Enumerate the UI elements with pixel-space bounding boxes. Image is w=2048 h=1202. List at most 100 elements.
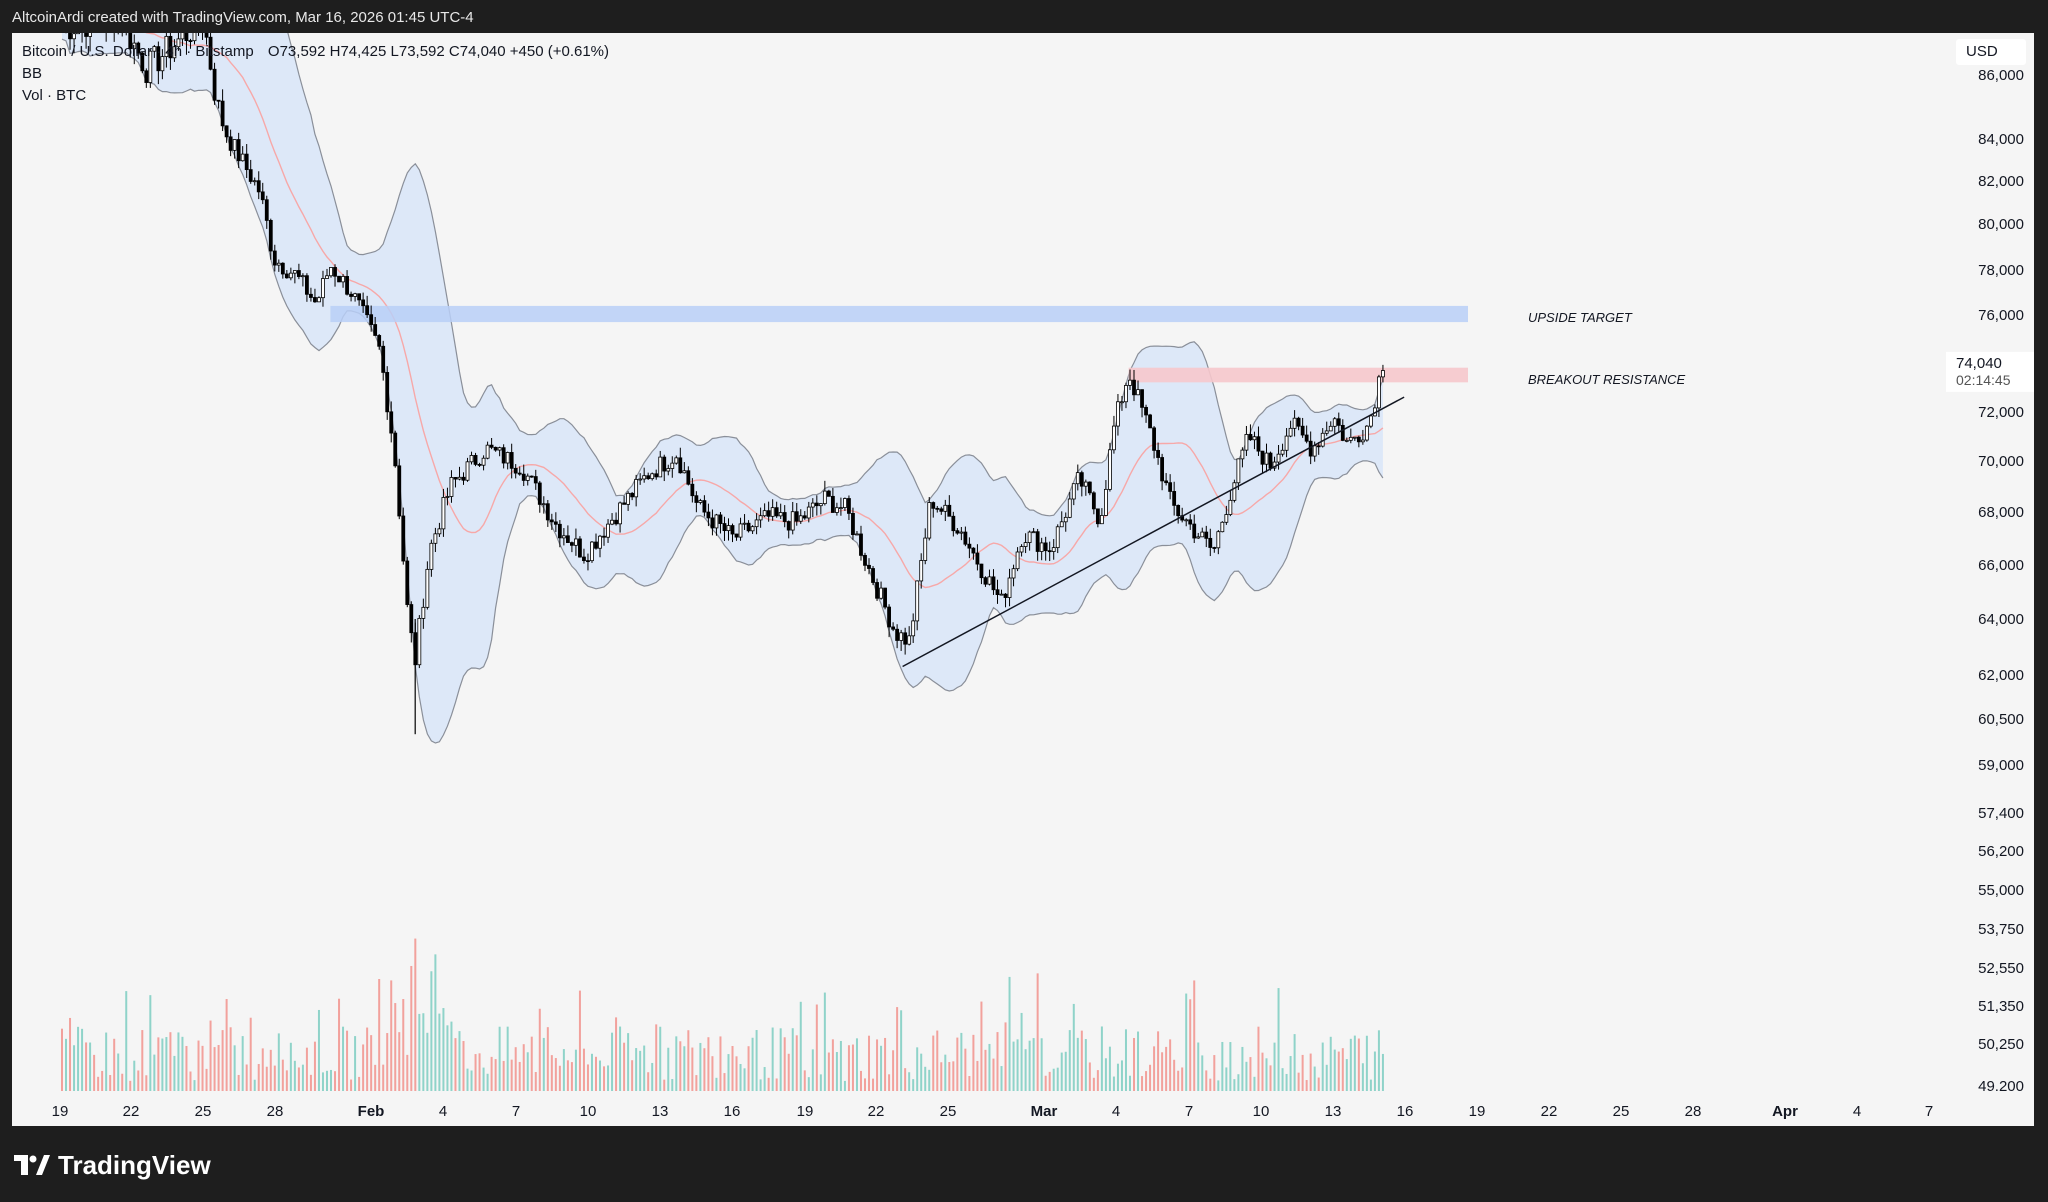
volume-bar [430,971,433,1091]
candle [594,533,598,550]
volume-bar [269,1049,272,1091]
volume-bar [948,1062,951,1091]
support-trendline[interactable] [902,396,1405,668]
candle [1003,593,1008,608]
zones [330,305,1468,383]
volume-bar [968,1076,971,1091]
chart-panel[interactable]: 86,000 84,000 82,000 80,000 78,000 76,000 72,0… [12,33,2034,1126]
volume-bar [703,1048,706,1091]
volume-bar [655,1024,658,1091]
candle [586,553,590,571]
zone-labels: UPSIDE TARGET BREAKOUT RESISTANCE [1528,310,1686,387]
volume-bar [1012,1041,1015,1091]
candle [1051,539,1056,560]
tradingview-logo-icon [14,1154,50,1175]
candle [662,454,667,482]
candle [361,292,366,313]
volume-bar [450,1021,453,1091]
volume-bar [1293,1034,1296,1091]
legend-vol[interactable]: Vol · BTC [22,87,87,104]
volume-bar [1317,1077,1320,1091]
candle [1144,404,1148,423]
legend-bb[interactable]: BB [22,65,43,82]
volume-bar [643,1045,646,1091]
volume-bar [884,1037,887,1091]
volume-bar [1301,1054,1304,1091]
volume-bar [209,1020,212,1091]
tradingview-logo[interactable]: TradingView [14,1150,211,1181]
volume-bar [486,1073,489,1091]
candle [1039,537,1044,561]
candle [830,488,835,513]
volume-bar [847,1045,850,1091]
volume-bar [823,992,826,1091]
volume-bar [739,1063,742,1091]
candle [1200,527,1205,538]
candle [1091,491,1096,515]
volume-bar [992,1058,995,1091]
currency-selector[interactable]: USD [1956,39,2026,65]
y-tick-label: 59,000 [1978,757,2024,774]
candle [931,501,936,518]
volume-bar [317,1009,320,1091]
y-tick-label: 51,350 [1978,998,2024,1015]
volume-bar [839,1040,842,1091]
volume-bar [1221,1041,1224,1091]
breakout-resistance-label: BREAKOUT RESISTANCE [1528,372,1686,387]
candle [136,41,141,59]
candle [923,528,928,565]
candle [694,491,699,513]
candle [497,446,502,457]
volume-bar [93,1054,96,1091]
legend-symbol[interactable]: Bitcoin / U.S. Dollar · 4h · Bitstamp O7… [22,43,609,60]
volume-bar [1189,999,1192,1091]
volume-bar [1361,1063,1364,1091]
candle [722,516,727,541]
volume-bar [1096,1070,1099,1091]
volume-bar [177,1032,180,1091]
volume-bar [803,1070,806,1091]
volume-bar [249,1017,252,1091]
candle [202,33,204,40]
breakout-resistance-zone[interactable] [1128,367,1468,383]
price-chart[interactable]: 86,000 84,000 82,000 80,000 78,000 76,000 72,0… [12,33,2034,1126]
volume-bar [1080,1030,1083,1091]
volume-bar [382,1064,385,1091]
candle [256,171,261,200]
volume-bar [1329,1036,1332,1091]
candle [421,598,426,629]
upside-target-zone[interactable] [330,305,1468,323]
volume-bar [707,1037,710,1091]
volume-bar [193,1080,196,1091]
candle [851,507,855,540]
x-tick-label: 16 [724,1103,741,1120]
volume-bar [900,1010,903,1091]
chart-credit: AltcoinArdi created with TradingView.com… [12,9,474,26]
volume-bar [1157,1031,1160,1091]
x-tick-label: 19 [797,1103,814,1120]
candle [642,467,647,483]
volume-bar [301,1064,304,1091]
volume-bar [619,1026,622,1091]
volume-bar [153,1054,156,1091]
candle [1108,442,1112,492]
volume-bar [305,1047,308,1091]
candle [666,464,671,476]
legend-symbol-text: Bitcoin / U.S. Dollar · 4h · Bitstamp [22,43,254,60]
volume-bar [1048,1071,1051,1091]
y-tick-label: 72,000 [1978,404,2024,421]
candle [1120,395,1124,411]
volume-bar [723,1073,726,1091]
volume-bar [518,1061,521,1091]
volume-bar [811,1049,814,1091]
volume-bar [1321,1042,1324,1091]
volume-bar [1024,1049,1027,1091]
last-price-badge [1946,351,2034,392]
candle [521,464,526,487]
volume-bar [490,1056,493,1091]
candle [766,501,771,522]
volume-bar [952,1061,955,1091]
volume-bar [237,1074,240,1091]
candle [313,288,317,303]
y-tick-label: 86,000 [1978,67,2024,84]
